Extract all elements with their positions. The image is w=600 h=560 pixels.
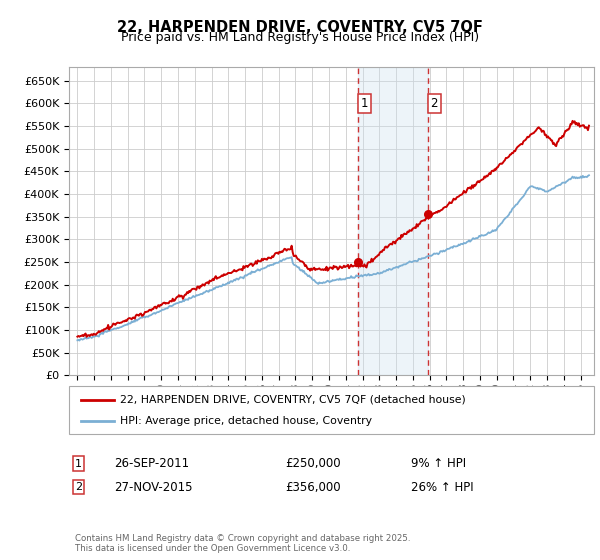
Text: 2: 2 [75, 482, 82, 492]
Text: 27-NOV-2015: 27-NOV-2015 [114, 480, 193, 494]
Text: 22, HARPENDEN DRIVE, COVENTRY, CV5 7QF (detached house): 22, HARPENDEN DRIVE, COVENTRY, CV5 7QF (… [120, 395, 466, 405]
Text: 1: 1 [75, 459, 82, 469]
Text: 26-SEP-2011: 26-SEP-2011 [114, 457, 189, 470]
Text: 2: 2 [430, 97, 438, 110]
Text: 1: 1 [361, 97, 368, 110]
Text: HPI: Average price, detached house, Coventry: HPI: Average price, detached house, Cove… [120, 416, 372, 426]
Text: 9% ↑ HPI: 9% ↑ HPI [411, 457, 466, 470]
Text: £356,000: £356,000 [285, 480, 341, 494]
Text: £250,000: £250,000 [285, 457, 341, 470]
Text: Contains HM Land Registry data © Crown copyright and database right 2025.
This d: Contains HM Land Registry data © Crown c… [75, 534, 410, 553]
Text: Price paid vs. HM Land Registry's House Price Index (HPI): Price paid vs. HM Land Registry's House … [121, 31, 479, 44]
Text: 22, HARPENDEN DRIVE, COVENTRY, CV5 7QF: 22, HARPENDEN DRIVE, COVENTRY, CV5 7QF [117, 20, 483, 35]
Text: 26% ↑ HPI: 26% ↑ HPI [411, 480, 473, 494]
Bar [358, 67, 428, 375]
